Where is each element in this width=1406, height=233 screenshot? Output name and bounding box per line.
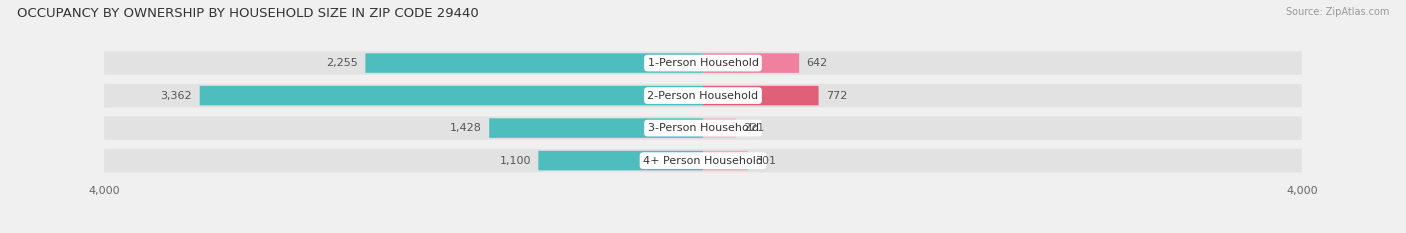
FancyBboxPatch shape xyxy=(703,86,818,105)
Text: 4+ Person Household: 4+ Person Household xyxy=(643,156,763,166)
FancyBboxPatch shape xyxy=(200,86,703,105)
Text: 3,362: 3,362 xyxy=(160,91,193,101)
Legend: Owner-occupied, Renter-occupied: Owner-occupied, Renter-occupied xyxy=(586,230,820,233)
Text: 3-Person Household: 3-Person Household xyxy=(648,123,758,133)
Text: 221: 221 xyxy=(744,123,765,133)
Text: 1-Person Household: 1-Person Household xyxy=(648,58,758,68)
FancyBboxPatch shape xyxy=(489,118,703,138)
FancyBboxPatch shape xyxy=(703,53,799,73)
FancyBboxPatch shape xyxy=(366,53,703,73)
Text: 642: 642 xyxy=(807,58,828,68)
Text: OCCUPANCY BY OWNERSHIP BY HOUSEHOLD SIZE IN ZIP CODE 29440: OCCUPANCY BY OWNERSHIP BY HOUSEHOLD SIZE… xyxy=(17,7,478,20)
Text: Source: ZipAtlas.com: Source: ZipAtlas.com xyxy=(1285,7,1389,17)
FancyBboxPatch shape xyxy=(703,118,737,138)
FancyBboxPatch shape xyxy=(703,151,748,170)
FancyBboxPatch shape xyxy=(104,149,1302,172)
Text: 772: 772 xyxy=(827,91,848,101)
Text: 1,100: 1,100 xyxy=(499,156,531,166)
Text: 2,255: 2,255 xyxy=(326,58,359,68)
FancyBboxPatch shape xyxy=(104,84,1302,107)
Text: 301: 301 xyxy=(755,156,776,166)
Text: 1,428: 1,428 xyxy=(450,123,482,133)
FancyBboxPatch shape xyxy=(538,151,703,170)
FancyBboxPatch shape xyxy=(104,116,1302,140)
Text: 2-Person Household: 2-Person Household xyxy=(647,91,759,101)
FancyBboxPatch shape xyxy=(104,51,1302,75)
